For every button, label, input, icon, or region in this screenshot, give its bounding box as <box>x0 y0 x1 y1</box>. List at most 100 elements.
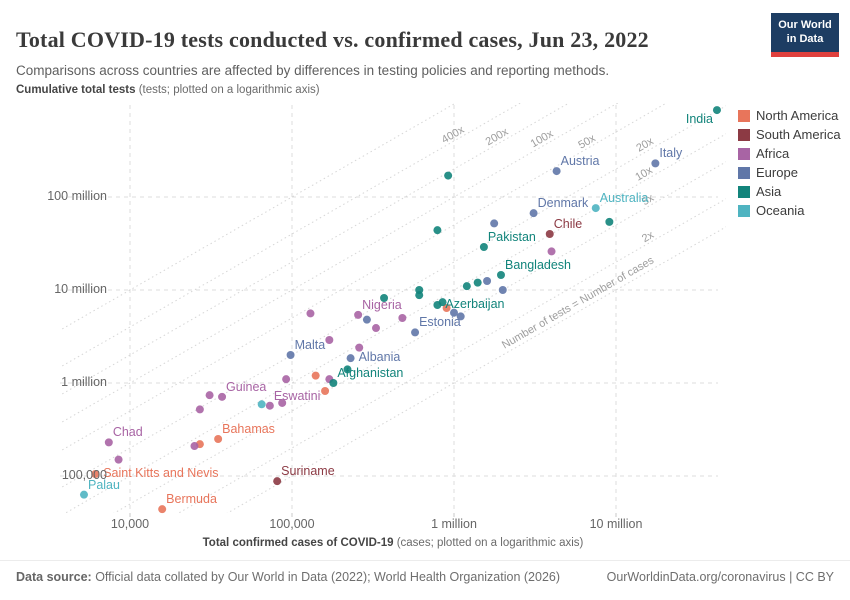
data-point-north-america[interactable] <box>442 304 451 313</box>
data-point-albania[interactable] <box>346 354 355 363</box>
data-point-africa[interactable] <box>205 391 214 400</box>
legend: North America South America Africa Europe As… <box>738 106 841 220</box>
x-axis-title-main: Total confirmed cases of COVID-19 <box>202 537 394 549</box>
data-point-africa[interactable] <box>114 455 123 464</box>
data-point-malta[interactable] <box>286 351 295 360</box>
country-label-denmark[interactable]: Denmark <box>537 196 589 211</box>
legend-item-europe[interactable]: Europe <box>738 163 841 182</box>
data-point-europe[interactable] <box>456 312 465 321</box>
data-point-europe[interactable] <box>450 308 458 317</box>
data-point-chad[interactable] <box>104 438 113 447</box>
data-point-india[interactable] <box>712 106 721 115</box>
country-label-guinea[interactable]: Guinea <box>226 379 267 394</box>
legend-item-south-america[interactable]: South America <box>738 125 841 144</box>
legend-item-oceania[interactable]: Oceania <box>738 201 841 220</box>
country-label-austria[interactable]: Austria <box>560 154 600 169</box>
legend-label: Asia <box>756 184 782 199</box>
country-label-malta[interactable]: Malta <box>294 338 326 352</box>
data-point-nigeria[interactable] <box>354 310 363 319</box>
country-label-afghanistan[interactable]: Afghanistan <box>337 366 404 380</box>
data-point-pakistan[interactable] <box>479 242 488 251</box>
country-label-chad[interactable]: Chad <box>112 425 143 440</box>
data-point-africa[interactable] <box>195 405 204 414</box>
data-point-australia[interactable] <box>591 204 600 213</box>
country-label-palau[interactable]: Palau <box>87 477 120 492</box>
data-point-asia[interactable] <box>343 365 352 374</box>
y-tick-label: 100 million <box>47 189 107 203</box>
data-point-africa[interactable] <box>325 335 334 344</box>
data-point-africa[interactable] <box>371 324 380 333</box>
legend-label: Oceania <box>756 203 805 218</box>
data-point-asia[interactable] <box>605 217 614 226</box>
country-label-nigeria[interactable]: Nigeria <box>362 297 402 312</box>
data-point-africa[interactable] <box>278 398 287 407</box>
country-label-chile[interactable]: Chile <box>553 217 583 231</box>
country-label-bangladesh[interactable]: Bangladesh <box>504 257 572 272</box>
data-point-europe[interactable] <box>490 219 499 228</box>
data-point-asia[interactable] <box>415 291 424 300</box>
data-point-north-america[interactable] <box>321 387 330 396</box>
data-point-saint-kitts-and-nevis[interactable] <box>91 470 100 479</box>
legend-swatch <box>738 147 750 160</box>
data-point-bahamas[interactable] <box>214 434 223 443</box>
data-point-asia[interactable] <box>444 171 453 180</box>
country-label-bahamas[interactable]: Bahamas <box>222 421 275 436</box>
data-point-north-america[interactable] <box>311 371 320 380</box>
data-point-africa[interactable] <box>282 375 291 384</box>
y-tick-label: 100,000 <box>61 468 107 482</box>
ratio-line-1000x <box>60 103 457 331</box>
data-point-africa[interactable] <box>190 442 199 451</box>
data-point-italy[interactable] <box>651 159 660 168</box>
data-point-guinea[interactable] <box>218 392 227 401</box>
data-point-palau[interactable] <box>79 490 88 499</box>
data-point-bangladesh[interactable] <box>496 270 505 279</box>
x-axis-title-units: (cases; plotted on a logarithmic axis) <box>393 537 584 549</box>
country-label-estonia[interactable]: Estonia <box>419 315 461 330</box>
country-label-eswatini[interactable]: Eswatini <box>273 388 321 403</box>
country-label-italy[interactable]: Italy <box>659 146 683 161</box>
footer: Data source: Official data collated by O… <box>0 560 850 584</box>
legend-item-asia[interactable]: Asia <box>738 182 841 201</box>
data-point-africa[interactable] <box>547 247 556 256</box>
data-point-africa[interactable] <box>398 313 407 322</box>
data-point-bermuda[interactable] <box>158 505 167 514</box>
owid-link[interactable]: OurWorldinData.org/coronavirus | CC BY <box>606 570 834 584</box>
data-point-azerbaijan[interactable] <box>433 300 442 309</box>
country-label-albania[interactable]: Albania <box>358 350 401 365</box>
data-point-europe[interactable] <box>483 276 492 285</box>
country-label-india[interactable]: India <box>685 112 713 127</box>
data-point-africa[interactable] <box>306 309 315 318</box>
country-label-saint-kitts-and-nevis[interactable]: Saint Kitts and Nevis <box>103 466 219 481</box>
data-point-estonia[interactable] <box>411 328 420 337</box>
legend-swatch <box>738 185 750 198</box>
legend-label: Europe <box>756 165 798 180</box>
data-point-asia[interactable] <box>473 278 482 287</box>
data-point-asia[interactable] <box>433 226 442 235</box>
legend-item-north-america[interactable]: North America <box>738 106 841 125</box>
country-label-azerbaijan[interactable]: Azerbaijan <box>445 296 505 311</box>
country-label-bermuda[interactable]: Bermuda <box>166 492 217 507</box>
legend-item-africa[interactable]: Africa <box>738 144 841 163</box>
data-point-suriname[interactable] <box>273 477 282 486</box>
legend-swatch <box>738 109 750 122</box>
data-point-austria[interactable] <box>552 167 561 176</box>
data-point-asia[interactable] <box>462 282 471 291</box>
country-label-australia[interactable]: Australia <box>599 191 649 206</box>
data-point-europe[interactable] <box>498 286 507 294</box>
country-label-pakistan[interactable]: Pakistan <box>487 229 536 244</box>
data-point-europe[interactable] <box>362 315 371 324</box>
owid-logo[interactable]: Our World in Data <box>771 13 839 57</box>
data-point-denmark[interactable] <box>529 209 538 218</box>
ratio-line-1x <box>226 226 726 513</box>
data-point-oceania[interactable] <box>257 400 266 409</box>
data-point-afghanistan[interactable] <box>329 379 338 387</box>
data-point-eswatini[interactable] <box>265 401 274 410</box>
data-point-africa[interactable] <box>355 343 364 352</box>
y-tick-label: 10 million <box>54 282 107 296</box>
data-point-asia[interactable] <box>380 294 389 303</box>
ratio-line-50x <box>60 103 668 452</box>
data-point-chile[interactable] <box>545 230 554 239</box>
country-label-suriname[interactable]: Suriname <box>281 464 335 479</box>
